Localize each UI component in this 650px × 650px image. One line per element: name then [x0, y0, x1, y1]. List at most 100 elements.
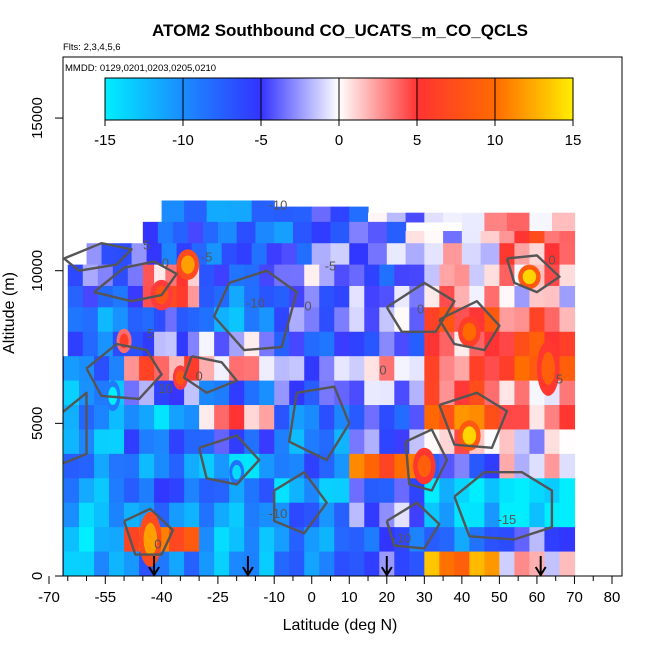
heatmap-cell — [311, 221, 332, 244]
heatmap-cell — [199, 307, 215, 333]
heatmap-cell — [184, 356, 200, 382]
heatmap-cell — [184, 478, 200, 504]
heatmap-cell — [259, 405, 275, 431]
chart-title: ATOM2 Southbound CO_UCATS_m_CO_QCLS — [152, 21, 528, 40]
heatmap-cell — [334, 551, 350, 576]
heatmap-cell — [319, 380, 335, 406]
heatmap-cell — [454, 264, 470, 287]
heatmap-cell — [551, 212, 576, 235]
heatmap-cell — [544, 307, 561, 333]
colorbar-tick-label: -10 — [172, 132, 194, 149]
heatmap-cell — [176, 285, 189, 308]
heatmap-cell — [154, 429, 170, 455]
heatmap-cell — [484, 264, 500, 287]
contour-label: -10 — [269, 506, 288, 521]
heatmap-cell — [454, 285, 470, 308]
heatmap-cell — [304, 405, 320, 431]
heatmap-cell — [394, 551, 410, 576]
heatmap-cell — [349, 206, 369, 223]
heatmap-cell — [484, 285, 500, 308]
heatmap-cell — [514, 243, 531, 266]
heatmap-cell — [379, 405, 395, 431]
heatmap-cell — [131, 243, 148, 266]
heatmap-cell — [63, 551, 65, 576]
heatmap-cell — [454, 356, 470, 382]
heatmap-cell — [409, 551, 425, 576]
contour-label: 0 — [548, 253, 555, 268]
heatmap-cell — [409, 307, 425, 333]
hotspot-inner — [232, 464, 242, 480]
x-tick-label: 10 — [341, 589, 358, 606]
heatmap-cell — [304, 331, 320, 357]
dates-note: MMDD: 0129,0201,0203,0205,0210 — [65, 63, 216, 74]
colorbar-tick-label: 10 — [487, 132, 504, 149]
heatmap-cell — [334, 356, 350, 382]
heatmap-cell — [289, 331, 305, 357]
heatmap-cell — [559, 453, 576, 479]
heatmap-cell — [97, 264, 114, 287]
heatmap-cell — [349, 551, 365, 576]
heatmap-cell — [109, 527, 125, 553]
profile-marker-head — [534, 566, 547, 577]
heatmap-cell — [386, 221, 407, 244]
heatmap-cell — [439, 331, 455, 357]
contour-lines — [63, 241, 561, 556]
heatmap-cell — [334, 502, 350, 528]
profile-marker-head — [148, 566, 160, 577]
contour-label: -10 — [392, 530, 411, 545]
heatmap-cell — [161, 243, 178, 266]
heatmap-cell — [559, 502, 576, 528]
heatmap-cell — [469, 478, 485, 504]
heatmap-cell — [82, 331, 99, 357]
contour-line — [182, 355, 238, 394]
heatmap-cell — [514, 231, 531, 244]
heatmap-cell — [64, 527, 80, 553]
heatmap-cell — [334, 527, 350, 553]
heatmap-cell — [259, 356, 275, 382]
heatmap-cell — [559, 551, 576, 576]
heatmap-cell — [259, 307, 275, 333]
heatmap-cell — [364, 356, 380, 382]
heatmap-cell — [499, 551, 516, 576]
heatmap-cell — [274, 307, 290, 333]
heatmap-cell — [424, 356, 440, 382]
heatmap-cell — [289, 551, 305, 576]
hotspot-inner — [417, 455, 432, 478]
heatmap-cell — [169, 527, 185, 553]
y-tick-label: 15000 — [29, 97, 46, 139]
colorbar-ticks: -15 -10 -5 0 5 10 15 — [94, 78, 581, 149]
heatmap-cell — [244, 331, 260, 357]
heatmap-cell — [330, 221, 350, 244]
heatmap-cell — [184, 551, 200, 576]
heatmap-cell — [330, 243, 350, 266]
heatmap-cell — [424, 405, 440, 431]
heatmap-cell — [187, 331, 200, 357]
heatmap-cell — [439, 478, 455, 504]
heatmap-cell — [154, 307, 166, 333]
x-tick-label: -40 — [151, 589, 173, 606]
heatmap-cell — [259, 527, 275, 553]
heatmap-cell — [109, 453, 125, 479]
heatmap-cell — [559, 429, 576, 455]
heatmap-cell — [319, 502, 335, 528]
heatmap-cell — [229, 405, 245, 431]
contour-label: 5 — [143, 237, 150, 252]
heatmap-cell — [124, 429, 140, 455]
contour-label: -15 — [498, 512, 517, 527]
heatmap-cell — [529, 453, 546, 479]
colorbar-tick-label: 0 — [335, 132, 343, 149]
heatmap-cell — [424, 243, 444, 266]
heatmap-cell — [169, 478, 185, 504]
heatmap-cell — [304, 380, 320, 406]
contour-line — [122, 507, 175, 556]
heatmap-cell — [63, 405, 65, 431]
heatmap-cell — [529, 212, 553, 235]
heatmap-cell — [368, 243, 388, 266]
heatmap-cell — [349, 285, 365, 308]
heatmap-cell — [499, 405, 516, 431]
heatmap-cell — [214, 453, 230, 479]
hotspot-inner — [181, 255, 195, 274]
heatmap-cell — [304, 264, 320, 287]
heatmap-cell — [169, 405, 185, 431]
heatmap-cell — [334, 331, 350, 357]
